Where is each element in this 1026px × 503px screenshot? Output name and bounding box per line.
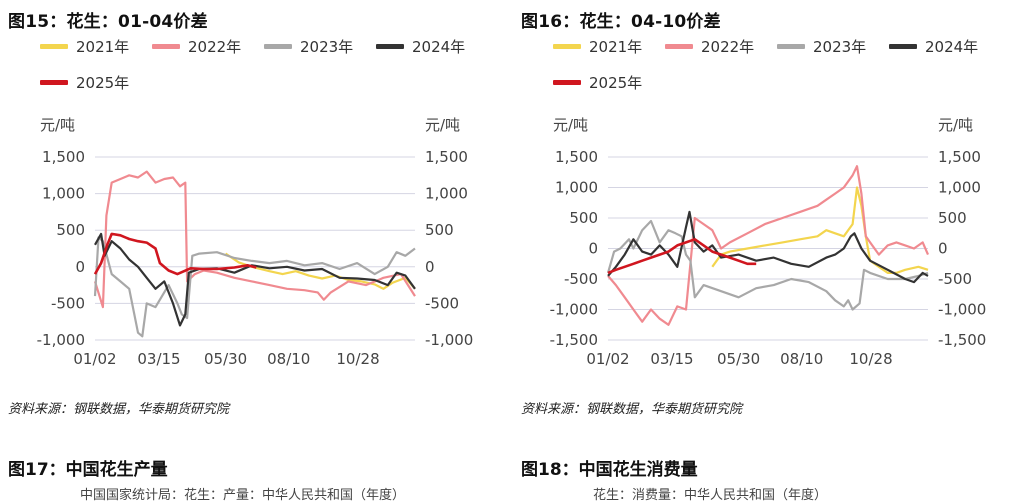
legend-item-2024: 2024年 — [376, 36, 465, 57]
legend-label: 2023年 — [813, 38, 867, 56]
y-tick-label-left: -500 — [51, 294, 85, 312]
y-tick-label-left: -1,500 — [550, 331, 598, 349]
series-line-2025 — [607, 238, 757, 275]
y-tick-label-left: 0 — [588, 240, 598, 258]
y-tick-label-right: 1,500 — [425, 148, 468, 166]
y-tick-label-right: 500 — [425, 221, 454, 239]
legend-swatch-2022 — [152, 44, 180, 49]
chart-panel-04-10: 图16：花生：04-10价差 2021年 2022年 2023年 2024年 2… — [513, 0, 1026, 503]
legend-swatch-2021 — [40, 44, 68, 49]
y-tick-label-left: 1,000 — [555, 179, 598, 197]
y-tick-label-left: 1,000 — [42, 185, 85, 203]
series-line-2023 — [606, 219, 929, 311]
legend-label: 2023年 — [300, 38, 354, 56]
legend-item-2025: 2025年 — [553, 72, 642, 93]
source-note: 资料来源：钢联数据，华泰期货研究院 — [521, 402, 743, 417]
legend-label: 2025年 — [76, 74, 130, 92]
y-tick-label-right: -1,000 — [938, 301, 986, 319]
y-axis-unit-right: 元/吨 — [425, 116, 460, 134]
series-line-2022 — [93, 170, 416, 309]
chart-panel-01-04: 图15：花生：01-04价差 2021年 2022年 2023年 2024年 2… — [0, 0, 513, 503]
series-line-2024 — [607, 210, 929, 284]
y-tick-label-right: 500 — [938, 209, 967, 227]
x-tick-label: 08/10 — [267, 350, 310, 368]
legend-label: 2022年 — [701, 38, 755, 56]
legend-swatch-2023 — [777, 44, 805, 49]
x-tick-label: 03/15 — [137, 350, 180, 368]
series-line-2025 — [93, 232, 257, 276]
y-tick-label-right: 0 — [425, 258, 435, 276]
y-tick-label-right: 1,500 — [938, 148, 981, 166]
legend-item-2023: 2023年 — [264, 36, 353, 57]
y-tick-label-right: 1,000 — [938, 179, 981, 197]
legend-item-2023: 2023年 — [777, 36, 866, 57]
legend-label: 2021年 — [589, 38, 643, 56]
legend-item-2025: 2025年 — [40, 72, 129, 93]
legend-item-2021: 2021年 — [40, 36, 129, 57]
x-tick-label: 10/28 — [849, 350, 892, 368]
x-tick-label: 08/10 — [780, 350, 823, 368]
y-tick-label-left: 500 — [569, 209, 598, 227]
y-tick-label-right: -500 — [425, 294, 459, 312]
legend-swatch-2021 — [553, 44, 581, 49]
series-line-2022 — [607, 165, 930, 326]
y-tick-label-left: -1,000 — [37, 331, 85, 349]
x-tick-label: 05/30 — [717, 350, 760, 368]
series-line-2024 — [94, 232, 416, 327]
legend-item-2024: 2024年 — [889, 36, 978, 57]
x-tick-label: 03/15 — [650, 350, 693, 368]
figure-title: 图15：花生：01-04价差 — [8, 12, 208, 32]
legend-swatch-2022 — [665, 44, 693, 49]
y-tick-label-right: 0 — [938, 240, 948, 258]
y-tick-label-left: 1,500 — [555, 148, 598, 166]
source-note: 资料来源：钢联数据，华泰期货研究院 — [8, 402, 230, 417]
y-tick-label-left: 0 — [75, 258, 85, 276]
legend-label: 2024年 — [925, 38, 979, 56]
y-tick-label-left: -500 — [564, 270, 598, 288]
y-axis-unit-right: 元/吨 — [938, 116, 973, 134]
x-tick-label: 05/30 — [204, 350, 247, 368]
legend-swatch-2025 — [553, 80, 581, 85]
y-axis-unit-left: 元/吨 — [553, 116, 588, 134]
y-tick-label-right: -500 — [938, 270, 972, 288]
legend-swatch-2024 — [889, 44, 917, 49]
y-tick-label-left: 1,500 — [42, 148, 85, 166]
line-chart-01-04: 元/吨 元/吨 1,500 1,500 1,000 1,000 500 500 0 0 -500 -5… — [37, 116, 474, 368]
legend-item-2022: 2022年 — [665, 36, 754, 57]
y-tick-label-right: -1,000 — [425, 331, 473, 349]
y-axis-unit-left: 元/吨 — [40, 116, 75, 134]
x-tick-label: 01/02 — [73, 350, 116, 368]
legend-label: 2024年 — [412, 38, 466, 56]
x-tick-label: 01/02 — [586, 350, 629, 368]
next-figure-title: 图17：中国花生产量 — [8, 460, 168, 480]
legend-label: 2021年 — [76, 38, 130, 56]
y-tick-label-right: -1,500 — [938, 331, 986, 349]
legend-label: 2022年 — [188, 38, 242, 56]
legend-swatch-2023 — [264, 44, 292, 49]
next-figure-title: 图18：中国花生消费量 — [521, 460, 698, 480]
figure-title: 图16：花生：04-10价差 — [521, 12, 721, 32]
y-tick-label-right: 1,000 — [425, 185, 468, 203]
legend-swatch-2025 — [40, 80, 68, 85]
legend-item-2021: 2021年 — [553, 36, 642, 57]
y-tick-label-left: 500 — [56, 221, 85, 239]
legend-label: 2025年 — [589, 74, 643, 92]
line-chart-04-10: 元/吨 元/吨 1,500 1,500 1,000 1,000 500 500 0 0 -500 -5… — [550, 116, 987, 368]
legend-item-2022: 2022年 — [152, 36, 241, 57]
y-tick-label-left: -1,000 — [550, 301, 598, 319]
series-line-2023 — [93, 236, 416, 338]
legend-swatch-2024 — [376, 44, 404, 49]
x-tick-label: 10/28 — [336, 350, 379, 368]
